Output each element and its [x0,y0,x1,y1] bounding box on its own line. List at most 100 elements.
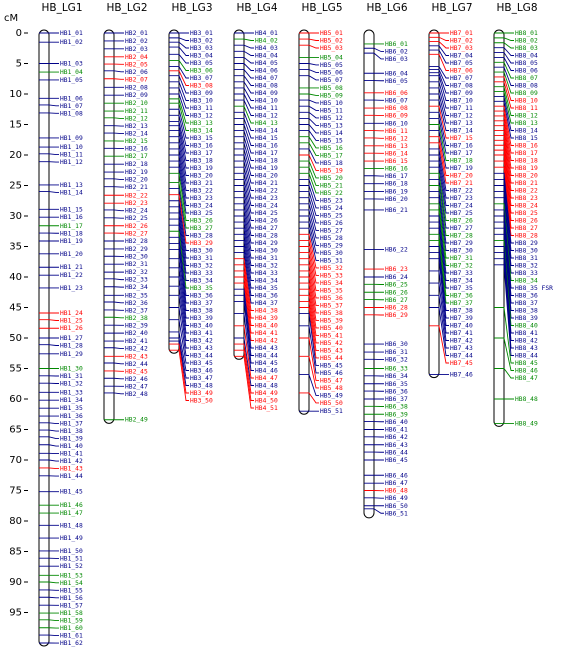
marker [494,61,514,79]
marker-label: HB3_22 [190,188,213,195]
marker-label: HB2_03 [125,46,148,53]
marker-label: HB7_40 [450,323,473,330]
marker [494,115,514,161]
marker-label: HB2_19 [125,169,148,176]
marker [299,239,319,276]
marker-label: HB7_43 [450,345,473,352]
marker [299,246,319,284]
marker-label: HB8_47 [515,375,538,382]
marker-label: HB8_34 [515,278,538,285]
marker [234,56,254,64]
marker [169,114,189,146]
marker [234,130,254,154]
marker-label: HB2_35 [125,292,148,299]
marker-label: HB4_24 [255,203,278,210]
marker-label: HB2_28 [125,238,148,245]
marker [169,224,189,281]
marker [494,139,514,199]
marker [169,206,189,259]
group-title: HB_LG3 [171,2,212,14]
marker [429,87,449,116]
marker-label: HB3_42 [190,338,213,345]
marker [494,221,514,304]
marker-label: HB7_26 [450,218,473,225]
marker [429,239,449,304]
marker-label: HB5_15 [320,137,343,144]
marker [494,130,514,184]
marker-label: HB7_25 [450,210,473,217]
marker [234,282,254,341]
marker [169,258,189,319]
marker [494,47,514,56]
marker [169,267,189,326]
marker [429,66,449,79]
marker [299,154,319,171]
marker-label: HB1_02 [60,39,83,46]
marker [299,111,319,119]
marker-label: HB4_12 [255,113,278,120]
marker-label: HB2_16 [125,146,148,153]
marker-label: HB1_26 [60,325,83,332]
marker-label: HB5_02 [320,38,343,45]
y-axis-label: cM [4,13,18,24]
marker [234,44,254,49]
marker-label: HB1_58 [60,610,83,617]
marker-label: HB5_17 [320,152,343,159]
marker [494,337,514,371]
marker [494,160,514,229]
marker [494,215,514,296]
marker [364,508,384,514]
marker-label: HB3_43 [190,345,213,352]
marker-label: HB4_36 [255,293,278,300]
marker [494,105,514,146]
marker-label: HB5_05 [320,62,343,69]
marker [169,331,189,371]
marker-label: HB6_23 [385,266,408,273]
marker-label: HB7_16 [450,143,473,150]
marker [494,81,514,109]
marker-label: HB2_01 [125,30,148,37]
marker-label: HB6_07 [385,97,408,104]
marker-label: HB3_04 [190,53,213,60]
marker-label: HB7_12 [450,113,473,120]
marker-label: HB5_33 [320,272,343,279]
marker-label: HB8_05 [515,60,538,67]
marker-label: HB2_48 [125,391,148,398]
marker-label: HB7_20 [450,173,473,180]
marker-label: HB6_14 [385,150,408,157]
marker-label: HB5_16 [320,145,343,152]
marker-label: HB2_14 [125,131,148,138]
marker [494,95,514,131]
marker-label: HB8_02 [515,38,538,45]
marker-label: HB6_45 [385,457,408,464]
marker [169,307,189,356]
marker-label: HB5_14 [320,130,343,137]
chromosome [103,29,115,424]
marker-label: HB1_28 [60,343,83,350]
marker [299,124,319,134]
marker-label: HB6_36 [385,388,408,395]
marker [429,270,449,334]
marker-label: HB1_36 [60,413,83,420]
marker-label: HB8_31 [515,255,538,262]
marker [299,44,319,49]
marker-label: HB2_40 [125,330,148,337]
marker-label: HB3_14 [190,128,213,135]
marker [429,294,449,349]
marker-label: HB3_08 [190,83,213,90]
marker [234,276,254,334]
y-tick-label: 85 [9,547,22,558]
marker [494,203,514,281]
marker-label: HB6_10 [385,120,408,127]
marker [429,81,449,109]
marker [169,148,189,191]
marker-label: HB1_07 [60,103,83,110]
marker [169,93,189,116]
marker [299,252,319,291]
marker-label: HB7_19 [450,165,473,172]
marker-label: HB3_46 [190,368,213,375]
marker [234,294,254,356]
marker-label: HB4_08 [255,83,278,90]
marker [299,215,319,246]
marker [494,120,514,169]
